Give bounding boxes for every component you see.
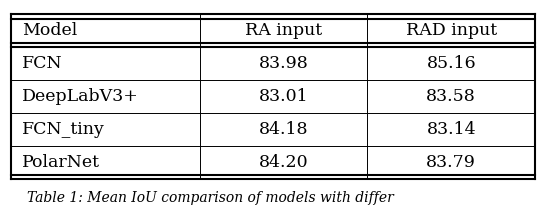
Text: 83.98: 83.98 bbox=[259, 55, 308, 72]
Text: 84.18: 84.18 bbox=[259, 121, 308, 138]
Text: 83.14: 83.14 bbox=[426, 121, 476, 138]
Text: FCN_tiny: FCN_tiny bbox=[22, 121, 105, 138]
Text: Model: Model bbox=[22, 22, 77, 39]
Text: RAD input: RAD input bbox=[406, 22, 497, 39]
Text: RA input: RA input bbox=[245, 22, 322, 39]
Text: FCN: FCN bbox=[22, 55, 62, 72]
Text: 85.16: 85.16 bbox=[426, 55, 476, 72]
Text: 84.20: 84.20 bbox=[259, 154, 308, 171]
Text: 83.58: 83.58 bbox=[426, 88, 476, 105]
Text: DeepLabV3+: DeepLabV3+ bbox=[22, 88, 139, 105]
Text: 83.79: 83.79 bbox=[426, 154, 476, 171]
Text: PolarNet: PolarNet bbox=[22, 154, 100, 171]
Text: 83.01: 83.01 bbox=[259, 88, 308, 105]
Text: Table 1: Mean IoU comparison of models with differ: Table 1: Mean IoU comparison of models w… bbox=[27, 191, 394, 205]
